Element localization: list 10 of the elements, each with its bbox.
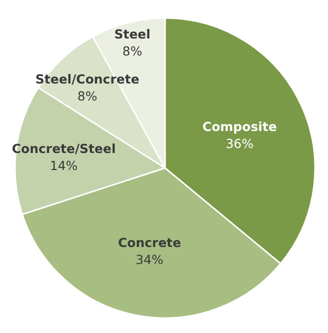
data-label: 8% xyxy=(122,44,142,59)
slice-label: Composite xyxy=(202,118,277,134)
data-label: 14% xyxy=(50,158,78,174)
slice-label: Concrete/Steel xyxy=(12,141,116,156)
slice-label: Steel xyxy=(114,26,150,42)
data-label: 36% xyxy=(226,136,254,151)
data-label: 34% xyxy=(136,252,164,268)
slice-label: Concrete xyxy=(118,235,182,250)
data-label: 8% xyxy=(77,88,98,104)
slice-label: Steel/Concrete xyxy=(35,71,140,86)
